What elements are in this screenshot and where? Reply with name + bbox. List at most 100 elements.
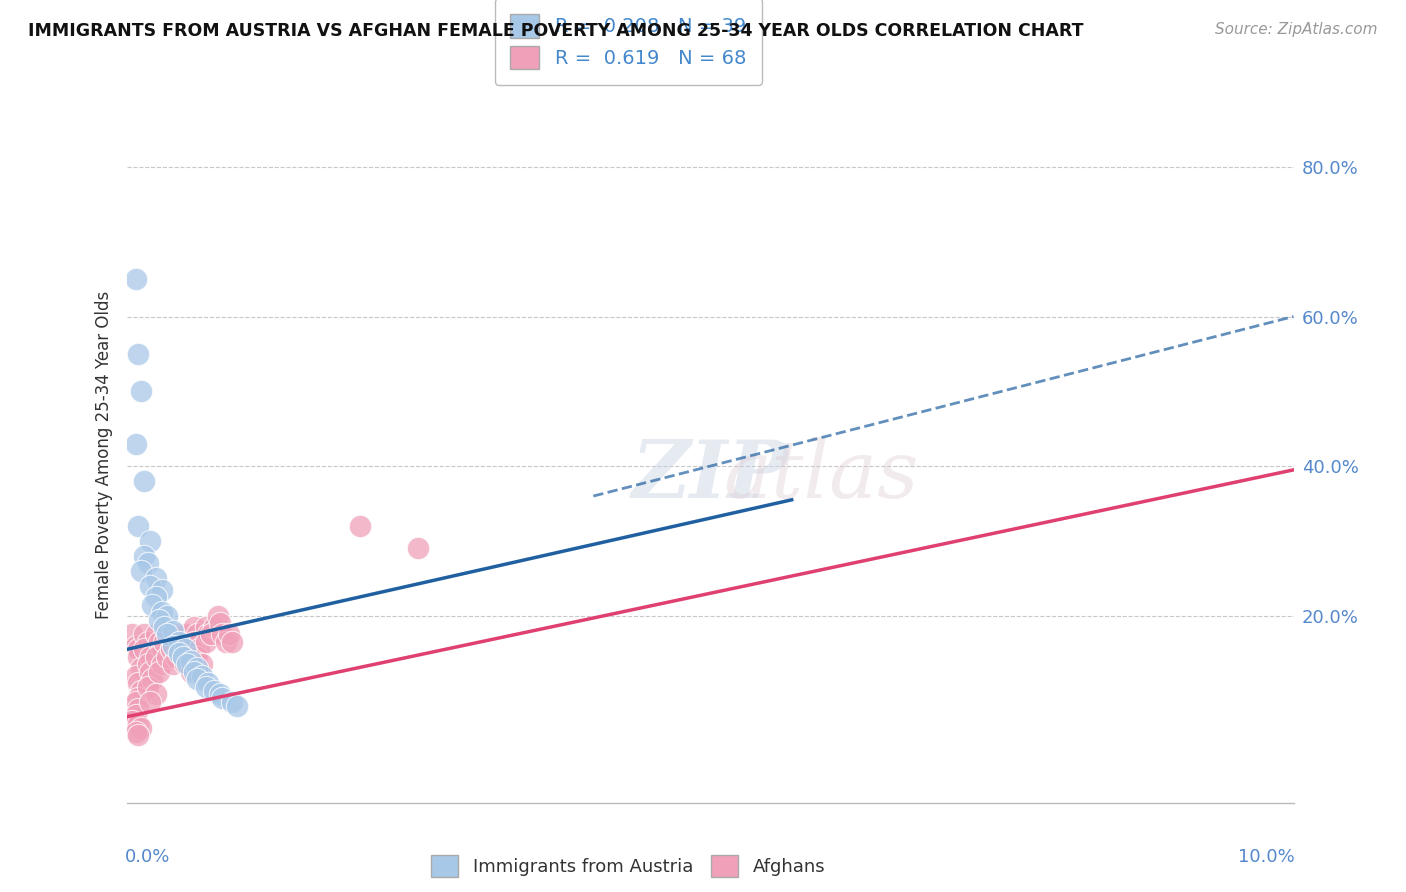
Point — [139, 649, 162, 664]
Point — [174, 627, 197, 641]
Point — [167, 627, 190, 641]
Point — [129, 564, 152, 578]
Point — [136, 680, 159, 694]
Point — [160, 642, 183, 657]
Point — [132, 642, 155, 657]
Point — [148, 635, 170, 649]
Point — [145, 649, 167, 664]
Point — [139, 533, 162, 548]
Point — [148, 613, 170, 627]
Point — [408, 541, 430, 556]
Point — [121, 627, 143, 641]
Point — [136, 635, 159, 649]
Point — [211, 627, 233, 641]
Point — [226, 698, 249, 713]
Point — [127, 676, 149, 690]
Text: 10.0%: 10.0% — [1237, 848, 1295, 866]
Point — [187, 642, 209, 657]
Point — [125, 724, 148, 739]
Point — [125, 695, 148, 709]
Point — [162, 639, 184, 653]
Text: ZIP: ZIP — [631, 437, 789, 515]
Point — [127, 729, 149, 743]
Point — [194, 680, 217, 694]
Point — [172, 635, 194, 649]
Point — [121, 714, 143, 728]
Point — [211, 691, 233, 706]
Point — [150, 605, 173, 619]
Point — [156, 627, 179, 641]
Point — [127, 702, 149, 716]
Point — [183, 665, 205, 679]
Legend: Immigrants from Austria, Afghans: Immigrants from Austria, Afghans — [425, 847, 832, 884]
Point — [194, 635, 217, 649]
Point — [136, 657, 159, 672]
Point — [186, 665, 208, 679]
Point — [176, 657, 198, 672]
Point — [186, 649, 208, 664]
Point — [153, 635, 176, 649]
Point — [156, 608, 179, 623]
Point — [172, 649, 194, 664]
Point — [172, 635, 194, 649]
Point — [129, 683, 152, 698]
Point — [349, 519, 371, 533]
Point — [186, 673, 208, 687]
Point — [191, 668, 214, 682]
Point — [125, 707, 148, 722]
Point — [167, 646, 190, 660]
Point — [127, 347, 149, 361]
Point — [162, 657, 184, 672]
Point — [197, 676, 219, 690]
Point — [129, 384, 152, 399]
Point — [165, 649, 187, 664]
Point — [139, 579, 162, 593]
Point — [162, 624, 184, 638]
Point — [129, 661, 152, 675]
Point — [127, 717, 149, 731]
Point — [207, 608, 229, 623]
Point — [127, 649, 149, 664]
Point — [174, 657, 197, 672]
Point — [221, 695, 243, 709]
Point — [132, 474, 155, 488]
Point — [127, 691, 149, 706]
Point — [197, 627, 219, 641]
Point — [145, 627, 167, 641]
Point — [148, 665, 170, 679]
Y-axis label: Female Poverty Among 25-34 Year Olds: Female Poverty Among 25-34 Year Olds — [94, 291, 112, 619]
Point — [186, 627, 208, 641]
Point — [180, 665, 202, 679]
Point — [145, 590, 167, 604]
Point — [153, 620, 176, 634]
Point — [162, 635, 184, 649]
Point — [221, 635, 243, 649]
Point — [183, 635, 205, 649]
Point — [125, 272, 148, 286]
Point — [160, 642, 183, 657]
Point — [208, 616, 231, 631]
Point — [156, 649, 179, 664]
Point — [176, 642, 198, 657]
Point — [139, 695, 162, 709]
Point — [215, 635, 238, 649]
Point — [127, 642, 149, 657]
Point — [150, 582, 173, 597]
Text: IMMIGRANTS FROM AUSTRIA VS AFGHAN FEMALE POVERTY AMONG 25-34 YEAR OLDS CORRELATI: IMMIGRANTS FROM AUSTRIA VS AFGHAN FEMALE… — [28, 22, 1084, 40]
Point — [145, 687, 167, 701]
Point — [200, 627, 222, 641]
Point — [218, 627, 240, 641]
Point — [150, 657, 173, 672]
Point — [186, 661, 208, 675]
Point — [191, 657, 214, 672]
Point — [202, 683, 225, 698]
Point — [145, 571, 167, 585]
Point — [141, 673, 163, 687]
Text: 0.0%: 0.0% — [125, 848, 170, 866]
Point — [174, 642, 197, 657]
Text: Source: ZipAtlas.com: Source: ZipAtlas.com — [1215, 22, 1378, 37]
Point — [136, 557, 159, 571]
Point — [125, 668, 148, 682]
Point — [150, 642, 173, 657]
Point — [194, 620, 217, 634]
